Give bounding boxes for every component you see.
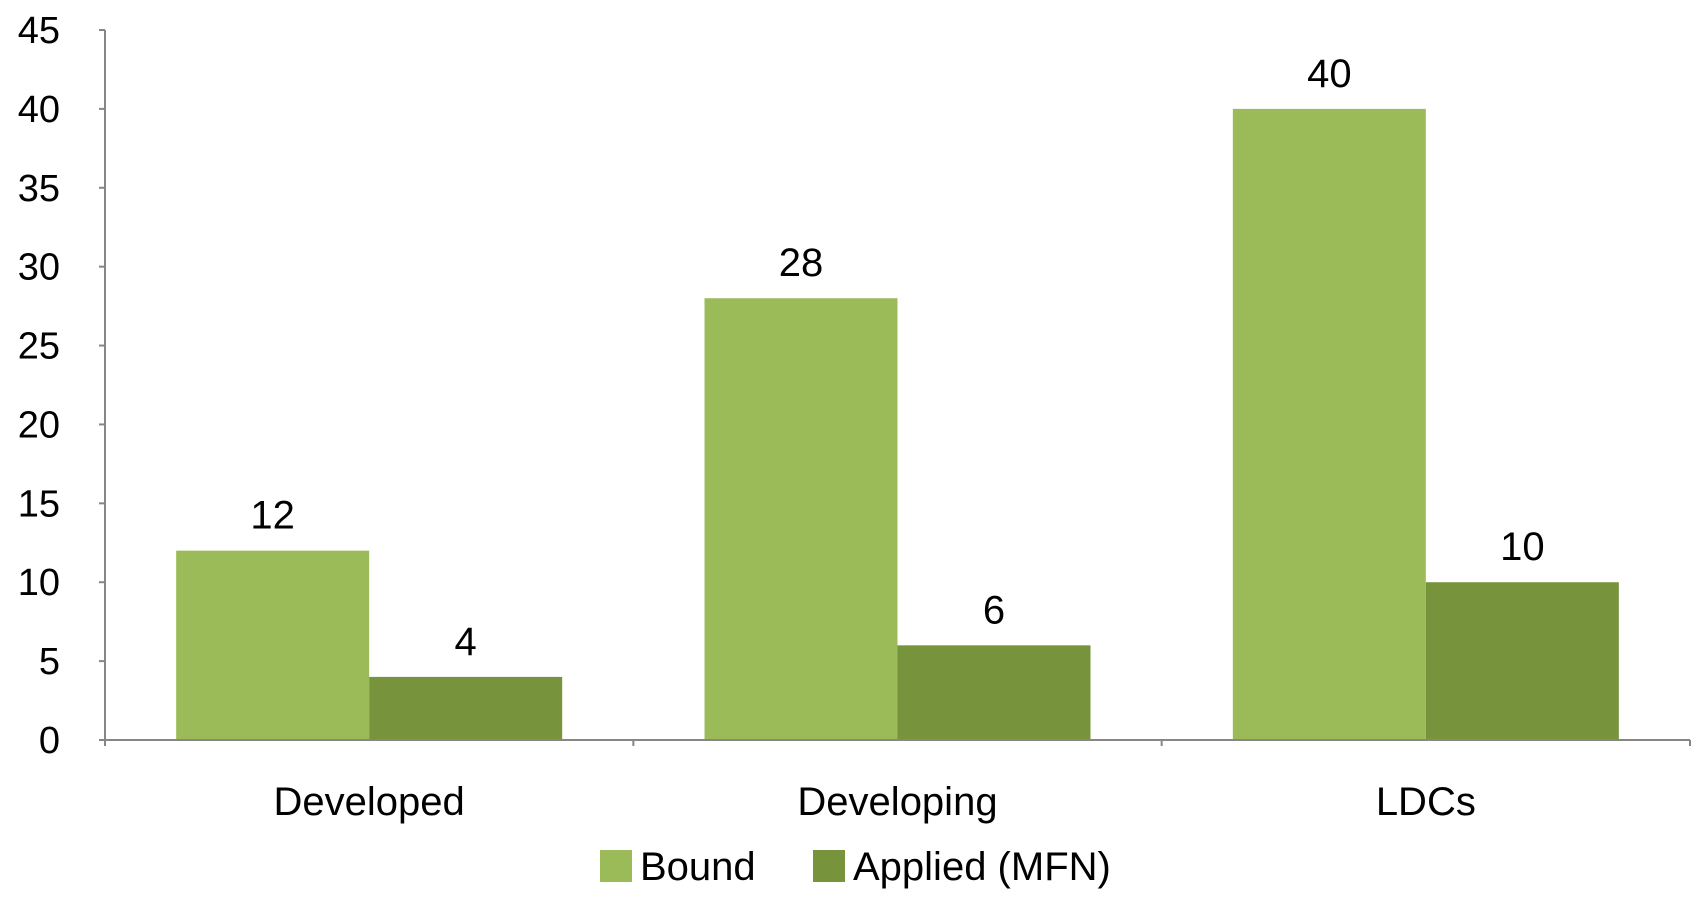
bar-applied-mfn-ldcs <box>1425 582 1619 740</box>
data-label: 6 <box>983 588 1005 632</box>
y-axis: 0 5 10 15 20 25 30 35 40 45 <box>18 10 106 762</box>
data-label: 12 <box>250 494 295 538</box>
data-label: 10 <box>1500 525 1545 569</box>
bar-applied-mfn-developed <box>369 676 563 740</box>
x-tick-label: LDCs <box>1376 780 1476 824</box>
y-tick-label: 35 <box>18 168 60 210</box>
x-tick-label: Developing <box>797 780 997 824</box>
y-tick-label: 30 <box>18 247 60 289</box>
x-tick-label: Developed <box>274 780 465 824</box>
y-tick-label: 10 <box>18 562 60 604</box>
bar-bound-ldcs <box>1232 108 1426 740</box>
bar-bound-developing <box>704 298 898 740</box>
data-label: 40 <box>1307 52 1352 96</box>
bars <box>176 108 1619 740</box>
bar-bound-developed <box>176 550 370 740</box>
y-tick-label: 45 <box>18 10 60 52</box>
legend-label: Applied (MFN) <box>853 845 1111 889</box>
y-tick-label: 15 <box>18 483 60 525</box>
y-tick-label: 40 <box>18 89 60 131</box>
x-axis: Developed Developing LDCs <box>104 739 1691 824</box>
y-tick-label: 25 <box>18 326 60 368</box>
y-tick-label: 5 <box>39 641 60 683</box>
legend-label: Bound <box>640 845 756 889</box>
legend: Bound Applied (MFN) <box>600 845 1111 889</box>
bar-applied-mfn-developing <box>897 645 1091 740</box>
data-labels: 12 4 28 6 40 10 <box>250 52 1544 664</box>
data-label: 28 <box>779 241 824 285</box>
y-tick-label: 20 <box>18 404 60 446</box>
legend-swatch <box>813 850 845 882</box>
y-tick-label: 0 <box>39 720 60 762</box>
legend-swatch <box>600 850 632 882</box>
data-label: 4 <box>455 620 477 664</box>
